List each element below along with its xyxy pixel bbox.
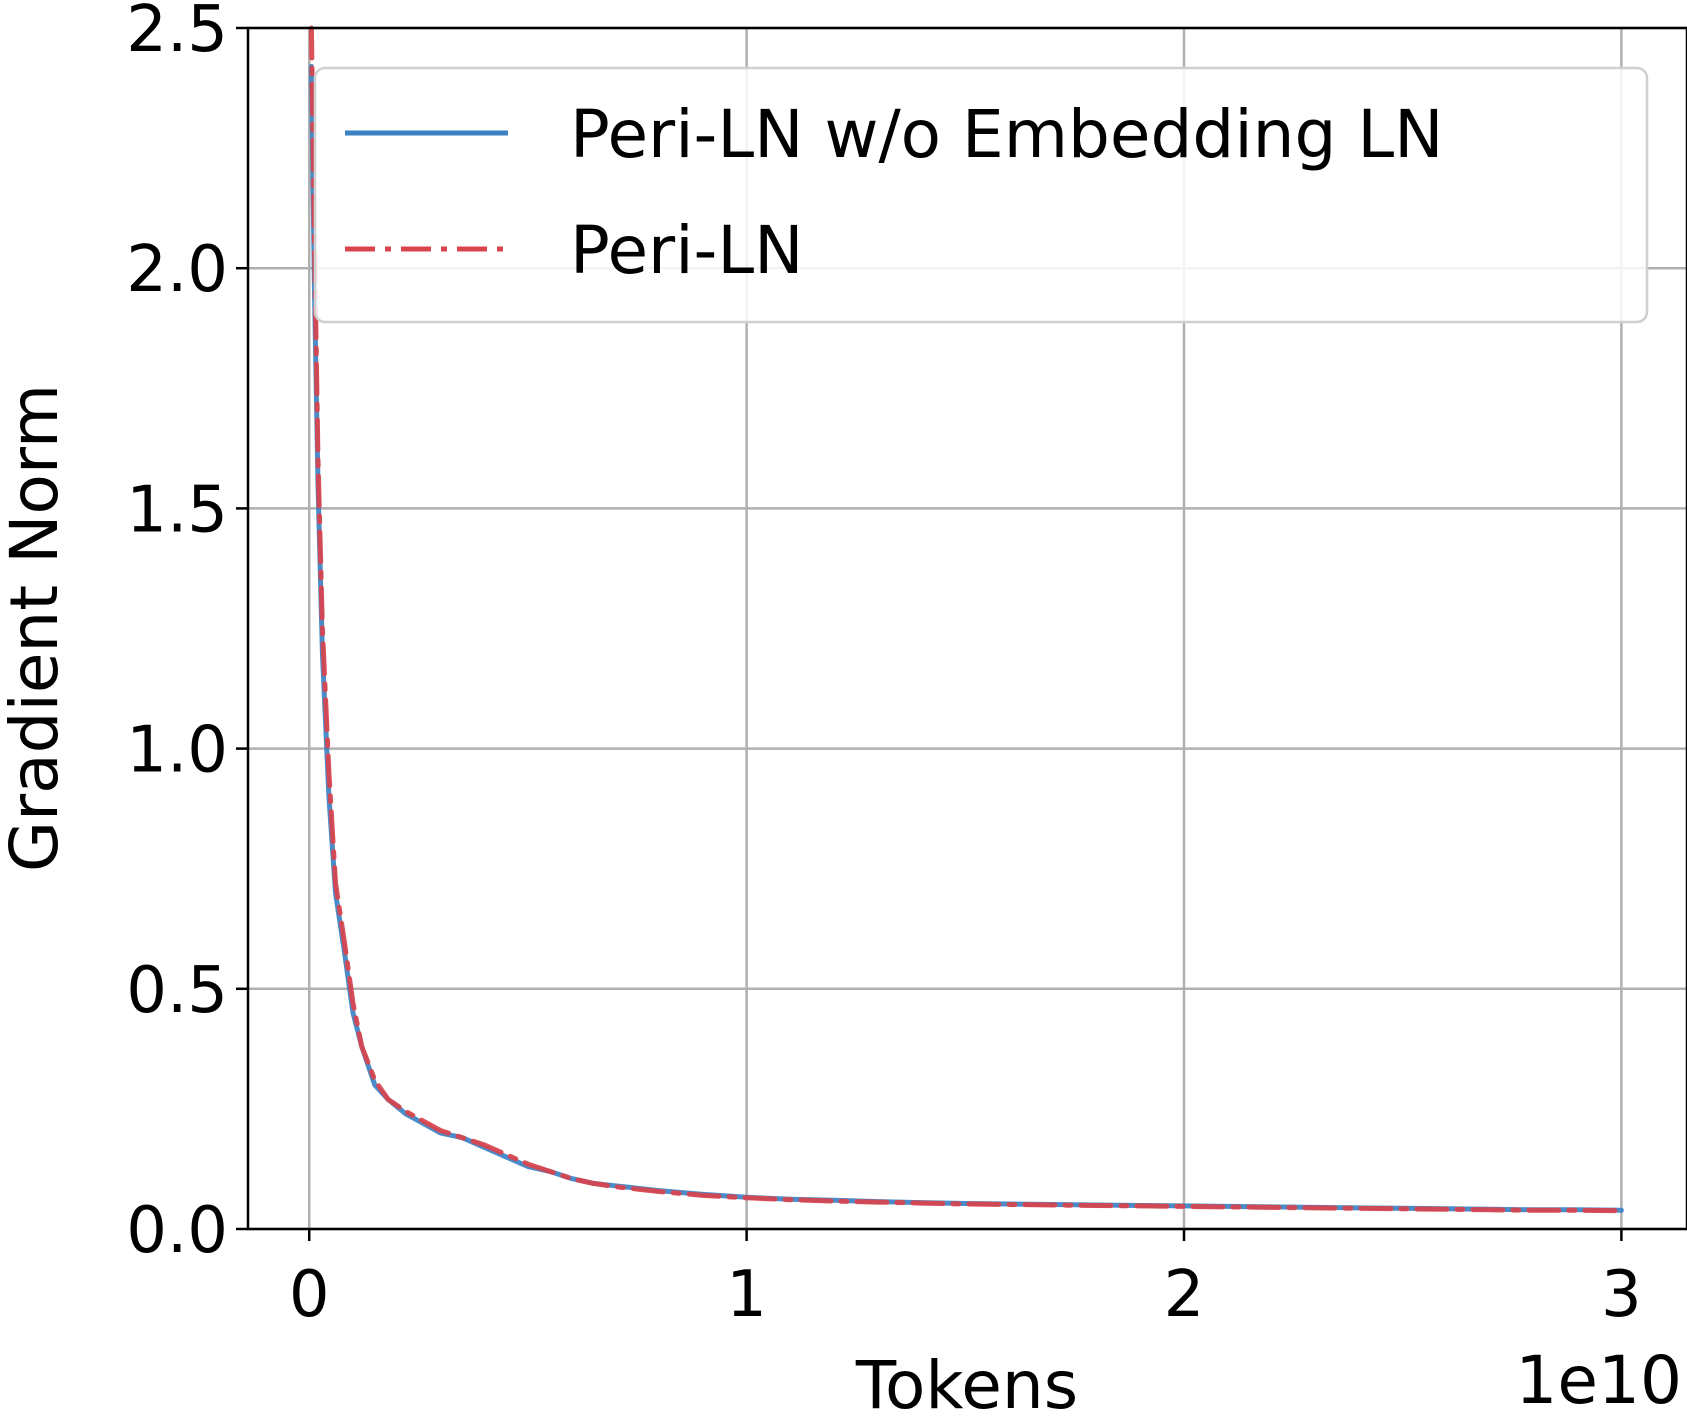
x-axis-label: Tokens <box>855 1347 1078 1424</box>
y-tick-label: 1.5 <box>126 473 228 547</box>
legend-box <box>313 66 1649 324</box>
y-tick-label: 0.0 <box>126 1194 228 1268</box>
y-axis-label: Gradient Norm <box>0 384 73 872</box>
series-layer <box>308 25 1624 1214</box>
x-tick-label: 0 <box>289 1258 330 1332</box>
x-tick-label: 1 <box>726 1258 767 1332</box>
x-tick-label: 3 <box>1601 1258 1642 1332</box>
y-tick-label: 0.5 <box>126 954 228 1028</box>
series-line-2 <box>308 25 1624 1214</box>
plot-frame <box>246 26 1687 1231</box>
y-tick-label: 2.0 <box>126 233 228 307</box>
ticks: 0 1 2 3 0.0 0.5 1.0 1.5 2.0 2.5 <box>126 0 1642 1332</box>
legend-label-series-2: Peri-LN <box>570 212 803 289</box>
legend: Peri-LN w/o Embedding LN Peri-LN <box>313 66 1649 324</box>
y-tick-label: 2.5 <box>126 0 228 67</box>
legend-label-series-1: Peri-LN w/o Embedding LN <box>570 96 1444 173</box>
x-tick-label: 2 <box>1164 1258 1205 1332</box>
y-tick-label: 1.0 <box>126 714 228 788</box>
x-scale-label: 1e10 <box>1515 1342 1682 1419</box>
